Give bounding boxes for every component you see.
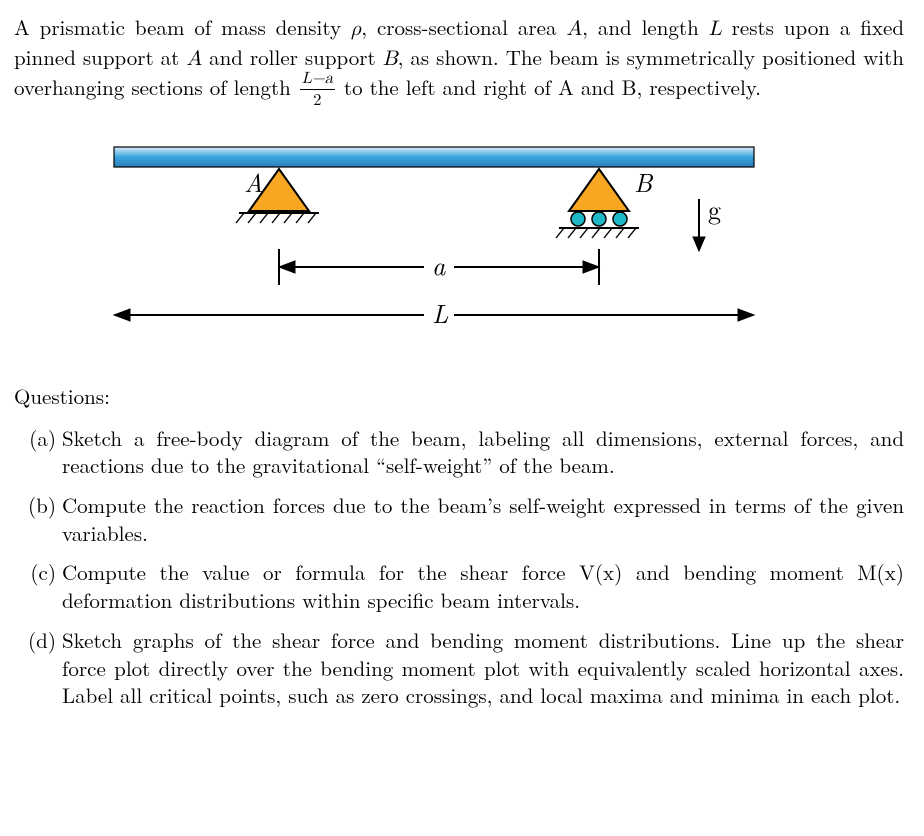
qc-arg1: (x) (595, 557, 622, 587)
question-a: (a) Sketch a free-body diagram of the be… (14, 425, 904, 480)
hatch-a2 (248, 213, 256, 223)
dim-L-arrow-right (738, 309, 754, 321)
symbol-L: L (709, 19, 722, 40)
dim-a-arrow-right (583, 261, 599, 273)
symbol-A: A (566, 19, 582, 40)
fraction-overhang: L−a2 (300, 71, 335, 106)
intro-text-7: to the left and right of A and B, respec… (337, 73, 761, 103)
page: A prismatic beam of mass density ρ, cros… (0, 0, 924, 836)
beam-rect (114, 147, 754, 167)
hatch-a4 (272, 213, 280, 223)
label-A: A (244, 163, 263, 200)
questions-list: (a) Sketch a free-body diagram of the be… (14, 425, 904, 710)
gravity-arrowhead (693, 237, 705, 251)
symbol-A2: A (186, 49, 202, 70)
symbol-B: B (383, 49, 398, 70)
hatch-b2 (568, 228, 576, 238)
hatch-a7 (308, 213, 316, 223)
fraction-denominator: 2 (300, 90, 335, 107)
label-B: B (634, 163, 654, 200)
dim-a-arrow-left (279, 261, 295, 273)
roller-3 (613, 212, 627, 226)
hatch-a5 (284, 213, 292, 223)
question-a-text: Sketch a free-body diagram of the beam, … (62, 425, 904, 480)
intro-text-1: A prismatic beam of mass density (14, 12, 351, 42)
question-a-marker: (a) (14, 425, 62, 480)
qc-arg2: (x) (877, 557, 904, 587)
hatch-b1 (556, 228, 564, 238)
label-a: a (432, 246, 446, 283)
hatch-b3 (580, 228, 588, 238)
qc-V: V (579, 557, 595, 587)
hatch-b6 (616, 228, 624, 238)
hatch-b7 (628, 228, 636, 238)
beam-figure: A B g a L (14, 137, 924, 337)
problem-statement: A prismatic beam of mass density ρ, cros… (14, 14, 904, 109)
question-d: (d) Sketch graphs of the shear force and… (14, 627, 904, 710)
label-g: g (708, 190, 721, 227)
qc-M: M (857, 557, 876, 587)
hatch-b4 (592, 228, 600, 238)
support-b-triangle (569, 169, 629, 211)
intro-text-2: , cross-sectional area (361, 12, 566, 42)
question-c-text: Compute the value or formula for the she… (62, 559, 904, 614)
question-b: (b) Compute the reaction forces due to t… (14, 492, 904, 547)
qc-p1: Compute the value or formula for the she… (62, 557, 579, 587)
question-c-marker: (c) (14, 559, 62, 614)
label-L: L (432, 294, 449, 331)
dim-L-arrow-left (114, 309, 130, 321)
hatch-a6 (296, 213, 304, 223)
question-b-text: Compute the reaction forces due to the b… (62, 492, 904, 547)
roller-1 (571, 212, 585, 226)
question-d-marker: (d) (14, 627, 62, 710)
intro-text-3: , and length (582, 12, 709, 42)
question-d-text: Sketch graphs of the shear force and ben… (62, 627, 904, 710)
qc-p2: and bending moment (622, 557, 857, 587)
question-c: (c) Compute the value or formula for the… (14, 559, 904, 614)
intro-text-5: and roller support (202, 42, 383, 72)
hatch-a1 (236, 213, 244, 223)
symbol-rho: ρ (351, 19, 361, 40)
qc-p3: deformation distributions within specifi… (62, 585, 580, 615)
beam-diagram-svg: A B g a L (104, 137, 764, 337)
roller-2 (592, 212, 606, 226)
questions-heading: Questions: (14, 383, 904, 411)
question-b-marker: (b) (14, 492, 62, 547)
hatch-a3 (260, 213, 268, 223)
hatch-b5 (604, 228, 612, 238)
